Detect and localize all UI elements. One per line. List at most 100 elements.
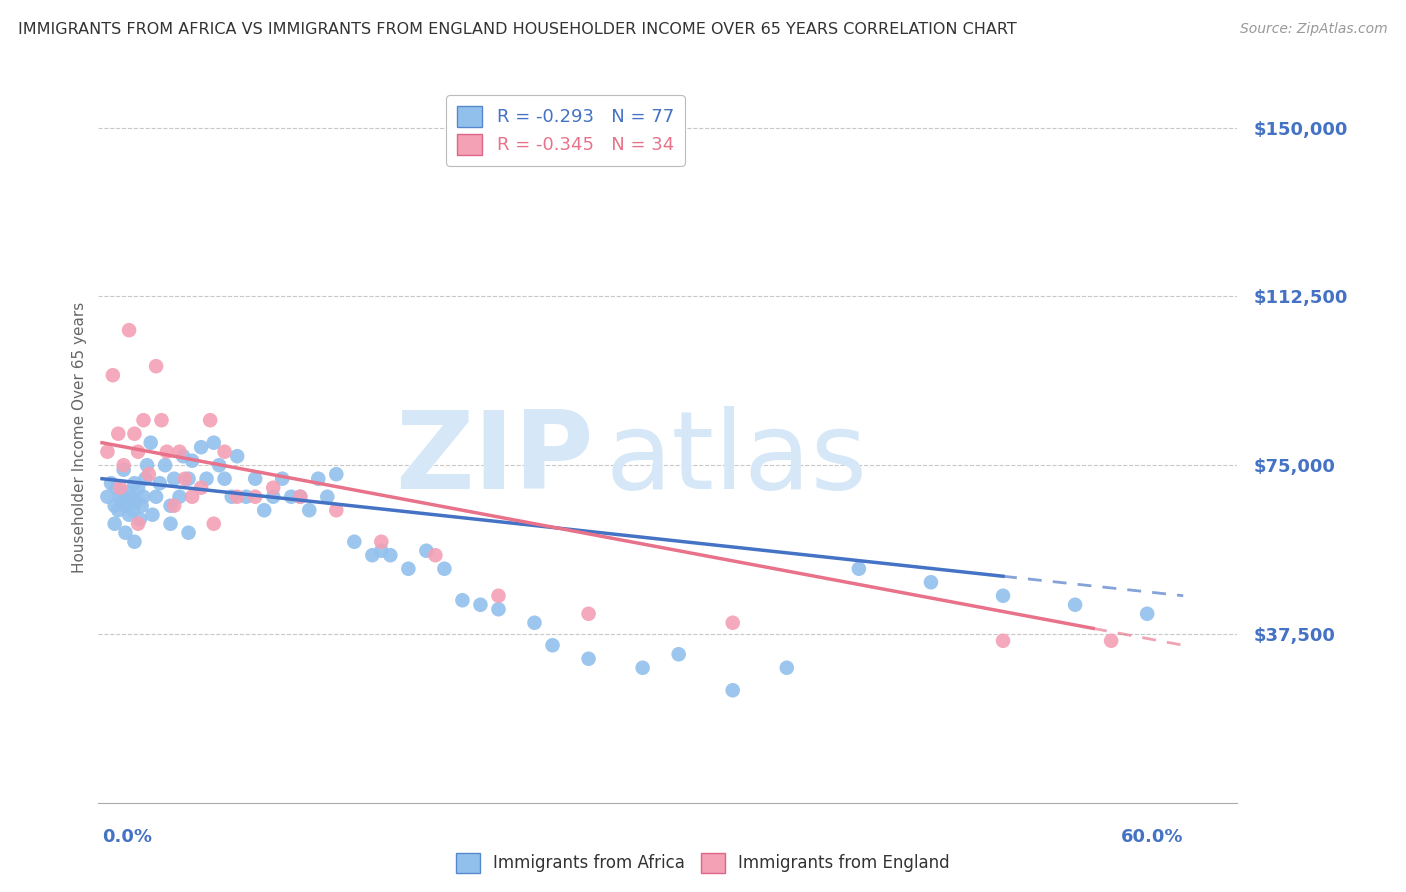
Point	[396, 562, 419, 576]
Point	[195, 472, 218, 486]
Point	[523, 615, 546, 630]
Point	[425, 548, 447, 562]
Point	[139, 435, 162, 450]
Point	[127, 481, 149, 495]
Point	[124, 534, 146, 549]
Point	[290, 490, 312, 504]
Point	[96, 444, 118, 458]
Point	[920, 575, 942, 590]
Point	[298, 503, 321, 517]
Text: atlas: atlas	[605, 406, 868, 512]
Point	[169, 444, 191, 458]
Point	[325, 467, 347, 482]
Point	[159, 499, 181, 513]
Point	[370, 543, 392, 558]
Point	[141, 508, 163, 522]
Point	[127, 516, 149, 531]
Point	[848, 562, 870, 576]
Point	[108, 490, 131, 504]
Point	[172, 449, 194, 463]
Point	[120, 490, 142, 504]
Legend: Immigrants from Africa, Immigrants from England: Immigrants from Africa, Immigrants from …	[450, 847, 956, 880]
Point	[181, 453, 204, 467]
Point	[776, 661, 799, 675]
Point	[107, 503, 129, 517]
Point	[631, 661, 654, 675]
Point	[177, 472, 200, 486]
Point	[1064, 598, 1087, 612]
Point	[190, 481, 212, 495]
Point	[96, 490, 118, 504]
Point	[118, 323, 141, 337]
Point	[181, 490, 204, 504]
Point	[361, 548, 384, 562]
Point	[290, 490, 312, 504]
Point	[1099, 633, 1122, 648]
Text: Source: ZipAtlas.com: Source: ZipAtlas.com	[1240, 22, 1388, 37]
Point	[138, 467, 160, 482]
Point	[125, 494, 148, 508]
Point	[163, 499, 186, 513]
Point	[541, 638, 564, 652]
Point	[226, 449, 249, 463]
Point	[451, 593, 474, 607]
Point	[226, 490, 249, 504]
Point	[149, 476, 172, 491]
Point	[433, 562, 456, 576]
Point	[145, 359, 167, 374]
Point	[316, 490, 339, 504]
Point	[488, 589, 510, 603]
Point	[1136, 607, 1159, 621]
Point	[107, 426, 129, 441]
Point	[124, 426, 146, 441]
Point	[235, 490, 257, 504]
Point	[198, 413, 221, 427]
Point	[114, 525, 136, 540]
Text: ZIP: ZIP	[395, 406, 593, 512]
Point	[202, 516, 225, 531]
Point	[668, 647, 690, 661]
Point	[221, 490, 243, 504]
Text: IMMIGRANTS FROM AFRICA VS IMMIGRANTS FROM ENGLAND HOUSEHOLDER INCOME OVER 65 YEA: IMMIGRANTS FROM AFRICA VS IMMIGRANTS FRO…	[18, 22, 1017, 37]
Point	[415, 543, 437, 558]
Point	[190, 440, 212, 454]
Point	[245, 490, 267, 504]
Point	[118, 508, 141, 522]
Legend: R = -0.293   N = 77, R = -0.345   N = 34: R = -0.293 N = 77, R = -0.345 N = 34	[446, 95, 685, 166]
Point	[370, 534, 392, 549]
Point	[488, 602, 510, 616]
Point	[114, 499, 136, 513]
Point	[121, 503, 143, 517]
Point	[104, 499, 127, 513]
Text: 0.0%: 0.0%	[103, 828, 152, 846]
Text: 60.0%: 60.0%	[1121, 828, 1184, 846]
Point	[112, 458, 135, 473]
Point	[280, 490, 302, 504]
Point	[214, 472, 236, 486]
Point	[262, 490, 284, 504]
Point	[124, 476, 146, 491]
Point	[159, 516, 181, 531]
Point	[991, 633, 1014, 648]
Point	[132, 490, 155, 504]
Point	[156, 444, 179, 458]
Point	[105, 481, 128, 495]
Point	[169, 490, 191, 504]
Point	[145, 490, 167, 504]
Point	[127, 444, 149, 458]
Point	[271, 472, 294, 486]
Point	[253, 503, 276, 517]
Point	[136, 458, 159, 473]
Point	[134, 472, 156, 486]
Point	[307, 472, 329, 486]
Point	[153, 458, 176, 473]
Point	[578, 607, 600, 621]
Point	[245, 472, 267, 486]
Point	[991, 589, 1014, 603]
Point	[202, 435, 225, 450]
Point	[214, 444, 236, 458]
Point	[150, 413, 173, 427]
Y-axis label: Householder Income Over 65 years: Householder Income Over 65 years	[72, 301, 87, 573]
Point	[112, 463, 135, 477]
Point	[208, 458, 231, 473]
